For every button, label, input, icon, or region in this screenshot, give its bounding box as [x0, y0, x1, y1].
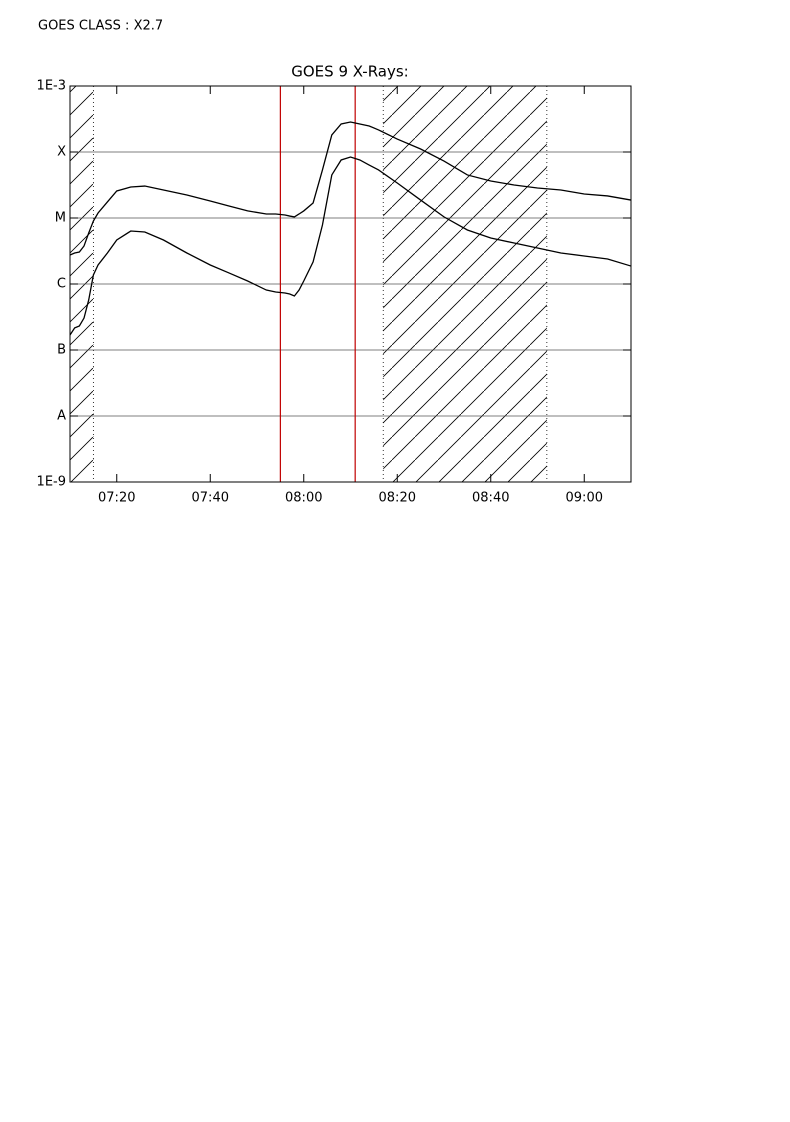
y-tick-label: 1E-3 [37, 79, 66, 94]
flux-line [69, 121, 632, 256]
x-tick-label: 07:40 [192, 491, 229, 506]
chart-title: GOES 9 X-Rays: [291, 63, 408, 81]
y-tick-label: B [57, 343, 66, 358]
x-tick-label: 08:20 [379, 491, 416, 506]
x-tick-label: 08:40 [472, 491, 509, 506]
x-tick-label: 08:00 [285, 491, 322, 506]
flux-line [69, 156, 632, 336]
y-tick-label: M [55, 211, 66, 226]
y-tick-label: C [57, 277, 66, 292]
goes-class-annotation: GOES CLASS : X2.7 [38, 19, 163, 34]
y-tick-label: X [57, 145, 66, 160]
x-tick-label: 07:20 [98, 491, 135, 506]
y-tick-label: 1E-9 [37, 475, 66, 490]
x-tick-label: 09:00 [566, 491, 603, 506]
y-tick-label: A [57, 409, 66, 424]
plot-frame [69, 85, 632, 483]
plot-area: 1E-9 A B C M X 1E-3 07:20 07:40 08:00 08:20 08:40 09… [37, 79, 632, 506]
